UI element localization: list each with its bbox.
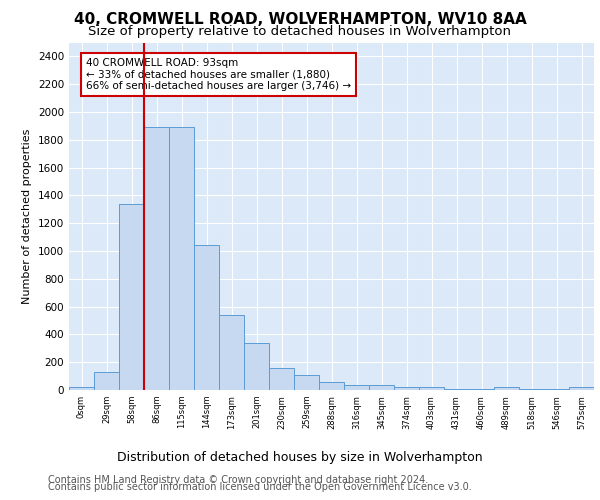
Text: Size of property relative to detached houses in Wolverhampton: Size of property relative to detached ho… <box>89 25 511 38</box>
Bar <box>469 388 494 390</box>
Bar <box>569 387 594 390</box>
Bar <box>194 246 219 390</box>
Bar <box>419 387 444 390</box>
Bar <box>544 388 569 390</box>
Bar <box>94 372 119 390</box>
Bar <box>244 342 269 390</box>
Bar <box>319 382 344 390</box>
Bar <box>394 387 419 390</box>
Bar <box>144 128 169 390</box>
Bar <box>219 315 244 390</box>
Bar <box>444 388 469 390</box>
Bar <box>169 128 194 390</box>
Bar <box>369 385 394 390</box>
Bar <box>69 387 94 390</box>
Bar <box>269 368 294 390</box>
Bar <box>344 385 369 390</box>
Text: 40, CROMWELL ROAD, WOLVERHAMPTON, WV10 8AA: 40, CROMWELL ROAD, WOLVERHAMPTON, WV10 8… <box>74 12 526 28</box>
Bar <box>294 374 319 390</box>
Bar <box>494 387 519 390</box>
Text: Distribution of detached houses by size in Wolverhampton: Distribution of detached houses by size … <box>117 451 483 464</box>
Bar <box>519 388 544 390</box>
Text: Contains public sector information licensed under the Open Government Licence v3: Contains public sector information licen… <box>48 482 472 492</box>
Text: Contains HM Land Registry data © Crown copyright and database right 2024.: Contains HM Land Registry data © Crown c… <box>48 475 428 485</box>
Bar <box>119 204 144 390</box>
Y-axis label: Number of detached properties: Number of detached properties <box>22 128 32 304</box>
Text: 40 CROMWELL ROAD: 93sqm
← 33% of detached houses are smaller (1,880)
66% of semi: 40 CROMWELL ROAD: 93sqm ← 33% of detache… <box>86 58 351 91</box>
